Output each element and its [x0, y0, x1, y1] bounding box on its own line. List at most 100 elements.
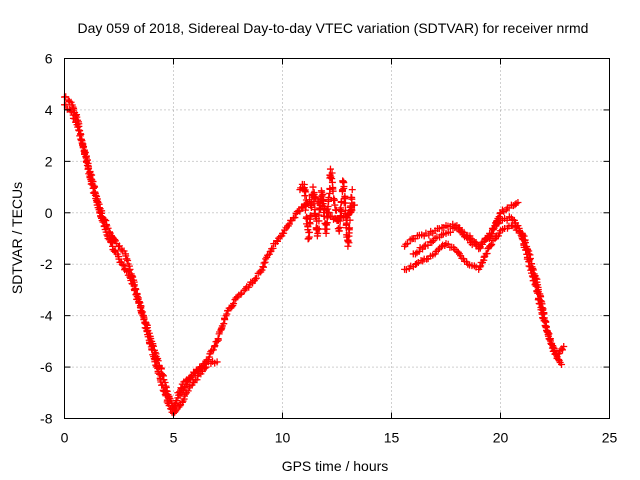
data-point: [144, 333, 152, 341]
data-point: [325, 194, 333, 202]
data-point: [559, 346, 567, 354]
data-point: [331, 201, 339, 209]
data-point: [315, 211, 323, 219]
data-point: [237, 290, 245, 298]
data-point: [262, 255, 270, 263]
data-point: [310, 191, 318, 199]
y-tick-label: 0: [45, 205, 53, 221]
data-point: [348, 194, 356, 202]
data-point: [326, 165, 334, 173]
data-point: [310, 200, 318, 208]
data-point: [342, 221, 350, 229]
data-point: [184, 387, 192, 395]
series-afternoon-track-lower: [401, 222, 568, 361]
data-point: [174, 389, 182, 397]
data-point: [201, 360, 209, 368]
data-point: [301, 192, 309, 200]
data-point: [269, 244, 277, 252]
data-point: [274, 237, 282, 245]
y-axis-title: SDTVAR / TECUs: [9, 182, 25, 294]
data-point: [213, 358, 221, 366]
data-point: [118, 260, 126, 268]
data-point: [514, 199, 522, 206]
data-point: [346, 216, 354, 224]
y-tick-label: 6: [45, 51, 53, 67]
data-point: [133, 293, 141, 301]
series-recovery-track: [174, 193, 358, 397]
data-point: [132, 285, 140, 293]
data-point: [260, 259, 268, 267]
data-point: [123, 255, 131, 263]
data-point: [348, 186, 356, 194]
y-tick-label: -4: [40, 308, 53, 324]
axis-ticks: 0 5 10 15 20 25 -8 -6 -4 -2 0 2 4 6: [40, 51, 617, 446]
data-point: [335, 227, 343, 235]
data-points: [61, 93, 568, 417]
data-point: [519, 231, 527, 239]
data-point: [167, 405, 175, 413]
data-point: [537, 297, 545, 305]
data-point: [209, 346, 217, 354]
data-point: [302, 196, 310, 204]
data-point: [141, 324, 149, 332]
data-point: [148, 346, 156, 354]
y-tick-label: -6: [40, 359, 53, 375]
data-point: [322, 220, 330, 228]
y-tick-label: -2: [40, 256, 53, 272]
plot-frame: [64, 58, 610, 419]
data-point: [154, 357, 162, 365]
data-point: [424, 241, 432, 249]
data-point: [323, 214, 331, 222]
data-point: [130, 281, 138, 289]
data-point: [488, 230, 496, 238]
data-point: [94, 199, 102, 207]
data-point: [82, 152, 90, 160]
x-tick-label: 15: [384, 430, 400, 446]
data-point: [404, 240, 412, 248]
data-point: [97, 209, 105, 217]
data-point: [323, 225, 331, 233]
data-point: [81, 149, 89, 157]
y-tick-label: -8: [40, 411, 53, 427]
data-point: [345, 239, 353, 247]
data-point: [336, 224, 344, 232]
grid: [64, 58, 610, 419]
data-point: [317, 205, 325, 213]
data-point: [487, 242, 495, 250]
data-point: [75, 126, 83, 134]
data-point: [88, 176, 96, 184]
x-tick-label: 20: [493, 430, 509, 446]
data-point: [104, 224, 112, 232]
data-point: [526, 255, 534, 263]
data-point: [324, 205, 332, 213]
data-point: [302, 202, 310, 210]
x-tick-label: 25: [602, 430, 618, 446]
data-point: [322, 229, 330, 237]
data-point: [85, 164, 93, 172]
data-point: [105, 228, 113, 236]
data-point: [154, 369, 162, 377]
data-point: [305, 229, 313, 237]
data-point: [340, 183, 348, 191]
series-afternoon-track-hump: [409, 199, 522, 258]
series-spike-cluster: [296, 165, 356, 250]
data-point: [493, 233, 501, 241]
data-point: [181, 390, 189, 398]
chart-title: Day 059 of 2018, Sidereal Day-to-day VTE…: [78, 20, 589, 36]
data-point: [126, 265, 134, 273]
data-point: [230, 299, 238, 307]
data-point: [446, 228, 454, 236]
data-point: [251, 275, 259, 283]
x-tick-label: 5: [170, 430, 178, 446]
data-point: [315, 217, 323, 225]
data-point: [341, 199, 349, 207]
data-point: [347, 205, 355, 213]
data-point: [311, 210, 319, 218]
data-point: [162, 392, 170, 400]
data-point: [139, 312, 147, 320]
data-point: [558, 361, 566, 368]
data-point: [318, 192, 326, 200]
data-point: [495, 213, 503, 221]
data-point: [528, 263, 536, 271]
